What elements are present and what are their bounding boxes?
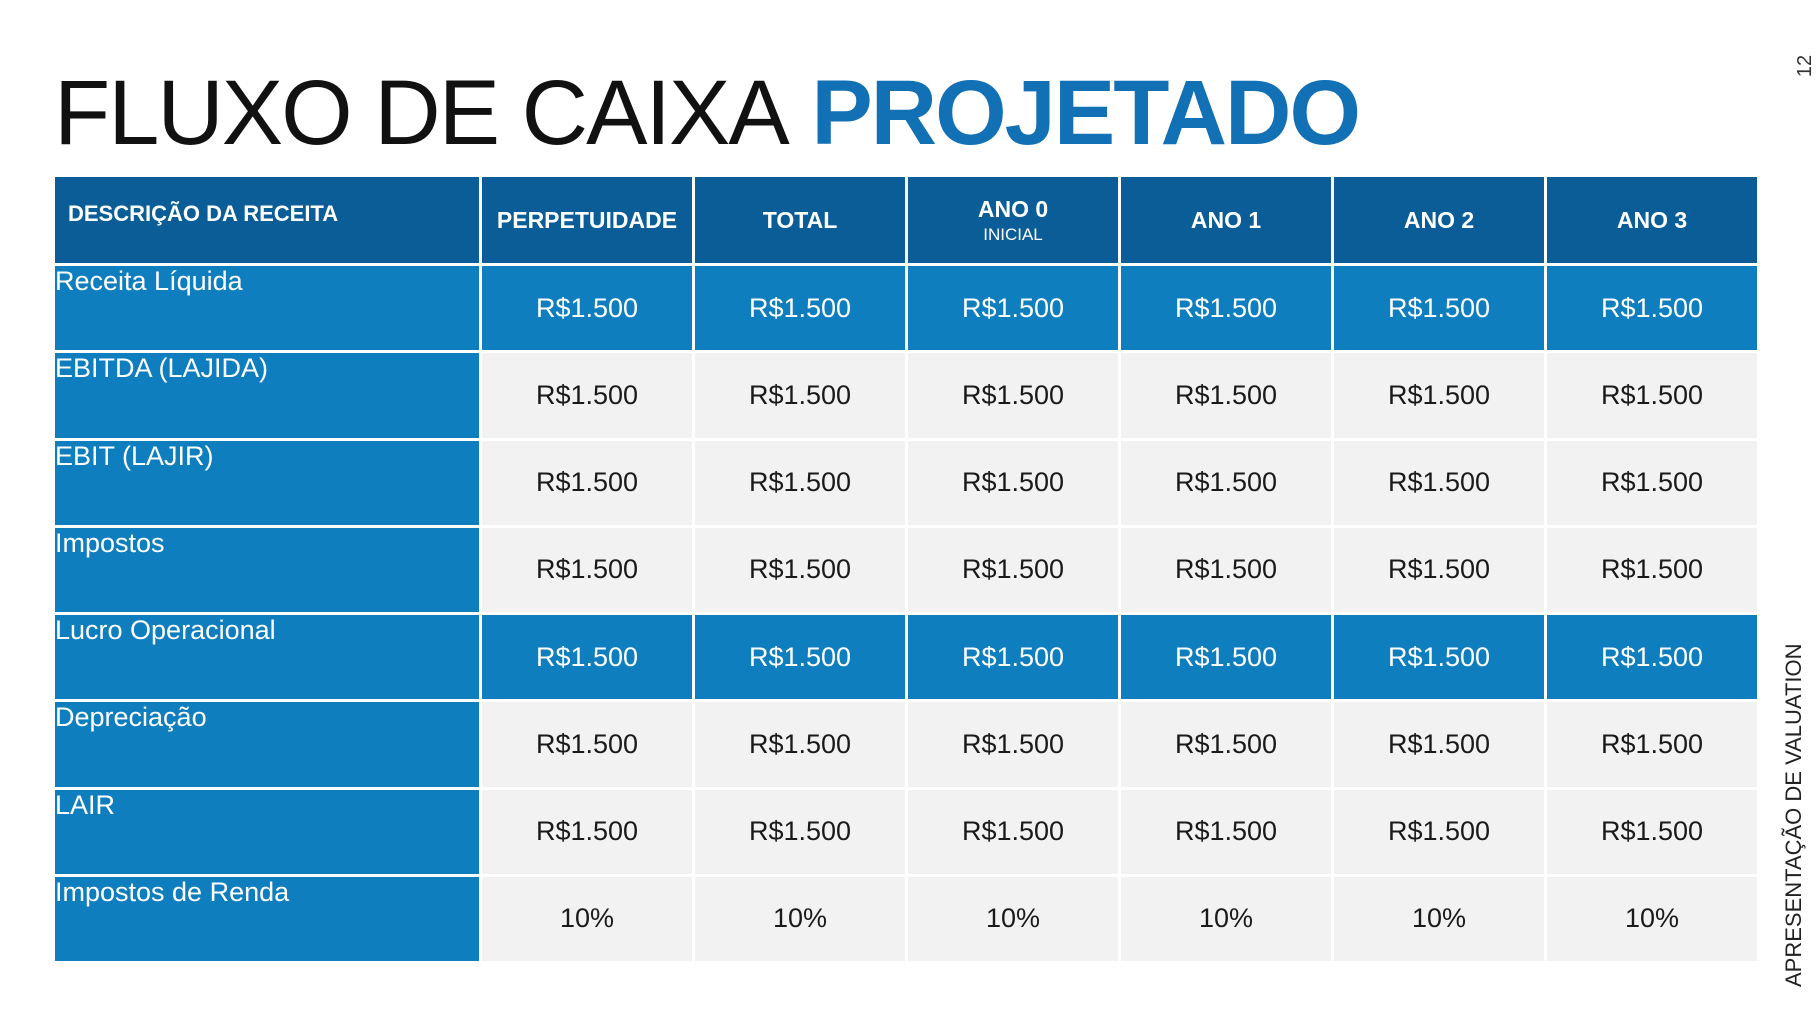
header-total: TOTAL bbox=[695, 177, 905, 263]
cell-ano-3: R$1.500 bbox=[1547, 527, 1757, 612]
table-row-ebitda: EBITDA (LAJIDA) R$1.500 R$1.500 R$1.500 … bbox=[55, 353, 1757, 438]
cell-ano-0: R$1.500 bbox=[908, 353, 1118, 438]
header-ano-1: ANO 1 bbox=[1121, 177, 1331, 263]
header-label: TOTAL bbox=[762, 206, 838, 233]
cell-perpetuidade: R$1.500 bbox=[482, 353, 692, 438]
cell-ano-3: R$1.500 bbox=[1547, 702, 1757, 787]
title-light-part: FLUXO DE CAIXA bbox=[54, 62, 790, 164]
header-ano-2: ANO 2 bbox=[1334, 177, 1544, 263]
cell-ano-0: 10% bbox=[908, 876, 1118, 961]
row-label: Impostos bbox=[55, 527, 479, 612]
header-ano-0: ANO 0 INICIAL bbox=[908, 177, 1118, 263]
row-label: EBITDA (LAJIDA) bbox=[55, 353, 479, 438]
cashflow-table: DESCRIÇÃO DA RECEITA PERPETUIDADE TOTAL … bbox=[52, 174, 1760, 964]
cell-ano-1: R$1.500 bbox=[1121, 353, 1331, 438]
header-label: DESCRIÇÃO DA RECEITA bbox=[68, 201, 339, 226]
presentation-label: APRESENTAÇÃO DE VALUATION bbox=[1781, 643, 1806, 987]
cell-perpetuidade: R$1.500 bbox=[482, 266, 692, 351]
header-sublabel: INICIAL bbox=[983, 224, 1043, 244]
row-label: LAIR bbox=[55, 789, 479, 874]
row-label: Depreciação bbox=[55, 702, 479, 787]
cell-ano-3: R$1.500 bbox=[1547, 353, 1757, 438]
cell-perpetuidade: R$1.500 bbox=[482, 615, 692, 700]
page-number: 12 bbox=[1794, 54, 1816, 78]
slide-title: FLUXO DE CAIXA PROJETADO bbox=[54, 58, 1361, 168]
cell-total: R$1.500 bbox=[695, 789, 905, 874]
header-label: ANO 2 bbox=[1403, 206, 1475, 233]
cell-ano-0: R$1.500 bbox=[908, 789, 1118, 874]
cell-ano-1: R$1.500 bbox=[1121, 440, 1331, 525]
cell-ano-2: R$1.500 bbox=[1334, 527, 1544, 612]
cell-ano-1: R$1.500 bbox=[1121, 789, 1331, 874]
cell-ano-1: 10% bbox=[1121, 876, 1331, 961]
table-row-impostos-de-renda: Impostos de Renda 10% 10% 10% 10% 10% 10… bbox=[55, 876, 1757, 961]
cell-ano-0: R$1.500 bbox=[908, 527, 1118, 612]
table-row-lucro-operacional: Lucro Operacional R$1.500 R$1.500 R$1.50… bbox=[55, 615, 1757, 700]
cell-perpetuidade: R$1.500 bbox=[482, 527, 692, 612]
cell-ano-2: R$1.500 bbox=[1334, 440, 1544, 525]
cell-ano-2: R$1.500 bbox=[1334, 615, 1544, 700]
cell-total: R$1.500 bbox=[695, 527, 905, 612]
cell-total: R$1.500 bbox=[695, 615, 905, 700]
cell-ano-3: R$1.500 bbox=[1547, 266, 1757, 351]
cell-perpetuidade: 10% bbox=[482, 876, 692, 961]
header-description: DESCRIÇÃO DA RECEITA bbox=[55, 177, 479, 263]
cell-ano-2: R$1.500 bbox=[1334, 789, 1544, 874]
row-label: EBIT (LAJIR) bbox=[55, 440, 479, 525]
cell-total: R$1.500 bbox=[695, 440, 905, 525]
cell-ano-0: R$1.500 bbox=[908, 266, 1118, 351]
cell-ano-2: 10% bbox=[1334, 876, 1544, 961]
title-bold-part: PROJETADO bbox=[811, 62, 1361, 164]
row-label: Impostos de Renda bbox=[55, 876, 479, 961]
header-ano-3: ANO 3 bbox=[1547, 177, 1757, 263]
cell-ano-3: R$1.500 bbox=[1547, 789, 1757, 874]
cell-ano-1: R$1.500 bbox=[1121, 615, 1331, 700]
cell-perpetuidade: R$1.500 bbox=[482, 702, 692, 787]
cell-ano-2: R$1.500 bbox=[1334, 353, 1544, 438]
cell-ano-2: R$1.500 bbox=[1334, 702, 1544, 787]
header-label: ANO 1 bbox=[1190, 206, 1262, 233]
cell-perpetuidade: R$1.500 bbox=[482, 789, 692, 874]
cell-perpetuidade: R$1.500 bbox=[482, 440, 692, 525]
table-row-lair: LAIR R$1.500 R$1.500 R$1.500 R$1.500 R$1… bbox=[55, 789, 1757, 874]
table-row-receita-liquida: Receita Líquida R$1.500 R$1.500 R$1.500 … bbox=[55, 266, 1757, 351]
header-label: ANO 3 bbox=[1616, 206, 1688, 233]
cell-ano-3: R$1.500 bbox=[1547, 615, 1757, 700]
cell-ano-1: R$1.500 bbox=[1121, 266, 1331, 351]
cell-ano-1: R$1.500 bbox=[1121, 702, 1331, 787]
table-row-impostos: Impostos R$1.500 R$1.500 R$1.500 R$1.500… bbox=[55, 527, 1757, 612]
row-label: Lucro Operacional bbox=[55, 615, 479, 700]
cell-ano-3: 10% bbox=[1547, 876, 1757, 961]
cell-ano-0: R$1.500 bbox=[908, 615, 1118, 700]
cell-ano-0: R$1.500 bbox=[908, 440, 1118, 525]
row-label: Receita Líquida bbox=[55, 266, 479, 351]
cell-total: R$1.500 bbox=[695, 702, 905, 787]
cell-ano-0: R$1.500 bbox=[908, 702, 1118, 787]
table-row-depreciacao: Depreciação R$1.500 R$1.500 R$1.500 R$1.… bbox=[55, 702, 1757, 787]
cell-total: R$1.500 bbox=[695, 266, 905, 351]
header-perpetuidade: PERPETUIDADE bbox=[482, 177, 692, 263]
cell-total: 10% bbox=[695, 876, 905, 961]
cell-ano-2: R$1.500 bbox=[1334, 266, 1544, 351]
cell-ano-1: R$1.500 bbox=[1121, 527, 1331, 612]
header-row: DESCRIÇÃO DA RECEITA PERPETUIDADE TOTAL … bbox=[55, 177, 1757, 263]
cell-total: R$1.500 bbox=[695, 353, 905, 438]
header-label: PERPETUIDADE bbox=[496, 206, 678, 233]
cell-ano-3: R$1.500 bbox=[1547, 440, 1757, 525]
table-row-ebit: EBIT (LAJIR) R$1.500 R$1.500 R$1.500 R$1… bbox=[55, 440, 1757, 525]
header-label: ANO 0 bbox=[977, 195, 1049, 222]
